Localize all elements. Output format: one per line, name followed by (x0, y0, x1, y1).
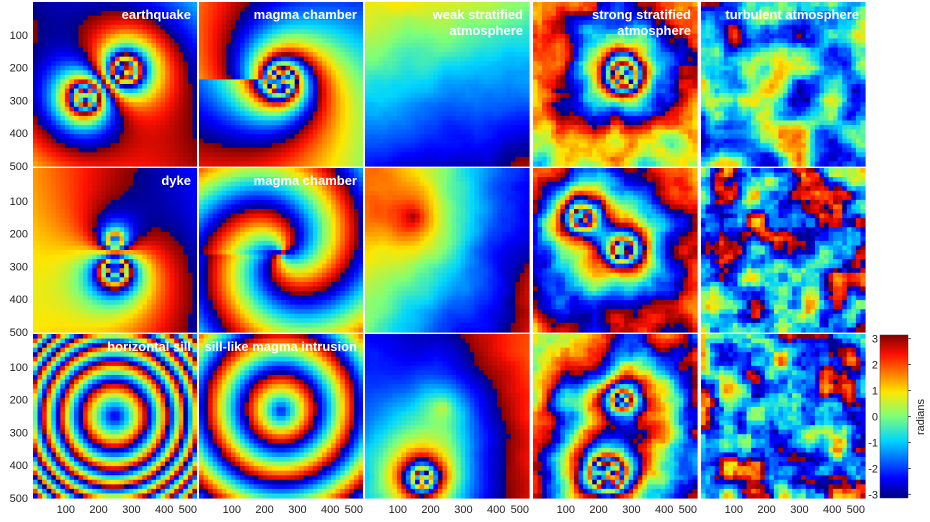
x-tick-label: 200 (89, 504, 107, 516)
colorbar-title: radians (915, 398, 927, 435)
y-tick-label: 400 (10, 294, 28, 306)
y-tick-label: 200 (10, 229, 28, 241)
panel-label-r2-c1: dyke (161, 173, 191, 188)
x-tick-label: 300 (288, 504, 306, 516)
x-tick-label: 100 (57, 504, 75, 516)
y-tick-label: 400 (10, 460, 28, 472)
x-tick-label: 300 (622, 504, 640, 516)
colorbar-tick-label: 3 (872, 334, 878, 346)
panel-r3-c1 (33, 334, 198, 499)
x-tick-label: 500 (847, 504, 865, 516)
y-tick-label: 300 (10, 427, 28, 439)
colorbar-tick-label: 0 (872, 412, 878, 424)
y-tick-label: 100 (10, 30, 28, 42)
x-tick-label: 400 (321, 504, 339, 516)
x-tick-label: 400 (655, 504, 673, 516)
x-tick-label: 100 (223, 504, 241, 516)
panel-r3-c2 (199, 334, 364, 499)
panel-r3-c5 (701, 334, 866, 499)
colorbar: 3 2 1 0 -1 -2 -3 radians (868, 334, 927, 502)
panel-divider (197, 0, 199, 498)
panel-r1-c1 (33, 2, 198, 167)
x-tick-label: 200 (255, 504, 273, 516)
colorbar-gradient (880, 335, 908, 498)
panel-r3-c3 (365, 334, 530, 499)
x-tick-label: 100 (725, 504, 743, 516)
y-tick-label: 100 (10, 196, 28, 208)
panel-label-r3-c1: horizontal sill (107, 339, 191, 354)
y-tick-label: 200 (10, 63, 28, 75)
x-tick-label: 500 (345, 504, 363, 516)
panel-divider (363, 0, 365, 498)
panel-label-r2-c2: magma chamber (254, 173, 357, 188)
colorbar-tick-label: -1 (868, 437, 878, 449)
panel-label-r1-c5: turbulent atmosphere (725, 7, 859, 22)
x-tick-label: 500 (679, 504, 697, 516)
panel-r3-c4 (533, 334, 698, 499)
panel-r2-c5 (701, 168, 866, 333)
panel-grid (33, 0, 866, 499)
panel-r2-c4 (533, 168, 698, 333)
y-tick-label: 400 (10, 128, 28, 140)
y-tick-label: 500 (10, 161, 28, 173)
x-tick-label: 100 (557, 504, 575, 516)
panel-r1-c5 (701, 2, 866, 167)
y-tick-label: 300 (10, 261, 28, 273)
colorbar-tick-label: -3 (868, 489, 878, 501)
panel-label-r1-c2: magma chamber (254, 7, 357, 22)
colorbar-tick-label: 1 (872, 386, 878, 398)
panel-r2-c1 (33, 168, 198, 333)
x-tick-label: 100 (389, 504, 407, 516)
panel-r2-c2 (199, 168, 364, 333)
colorbar-tick-label: -2 (868, 463, 878, 475)
x-tick-label: 500 (511, 504, 529, 516)
x-tick-label: 300 (454, 504, 472, 516)
colorbar-tick-label: 2 (872, 360, 878, 372)
x-tick-label: 200 (421, 504, 439, 516)
x-tick-label: 300 (122, 504, 140, 516)
x-tick-label: 300 (790, 504, 808, 516)
y-tick-label: 500 (10, 327, 28, 339)
x-tick-label: 400 (155, 504, 173, 516)
x-axis-ticks: 100 200 300 400 500 100 200 300 400 500 100 200 300 4… (57, 504, 865, 516)
x-tick-label: 500 (179, 504, 197, 516)
x-tick-label: 400 (487, 504, 505, 516)
panel-divider (699, 0, 701, 498)
panel-label-r1-c1: earthquake (122, 7, 191, 22)
y-axis-ticks: 100 200 300 400 500 100 200 300 400 500 100 200 300 4… (10, 30, 28, 505)
y-tick-label: 500 (10, 493, 28, 505)
x-tick-label: 400 (823, 504, 841, 516)
panel-divider (531, 0, 533, 498)
y-tick-label: 300 (10, 95, 28, 107)
x-tick-label: 200 (589, 504, 607, 516)
x-tick-label: 200 (757, 504, 775, 516)
y-tick-label: 100 (10, 362, 28, 374)
panel-r1-c2 (199, 2, 364, 167)
panel-r2-c3 (365, 168, 530, 333)
y-tick-label: 200 (10, 395, 28, 407)
panel-label-r3-c2: sill-like magma intrusion (205, 339, 357, 354)
